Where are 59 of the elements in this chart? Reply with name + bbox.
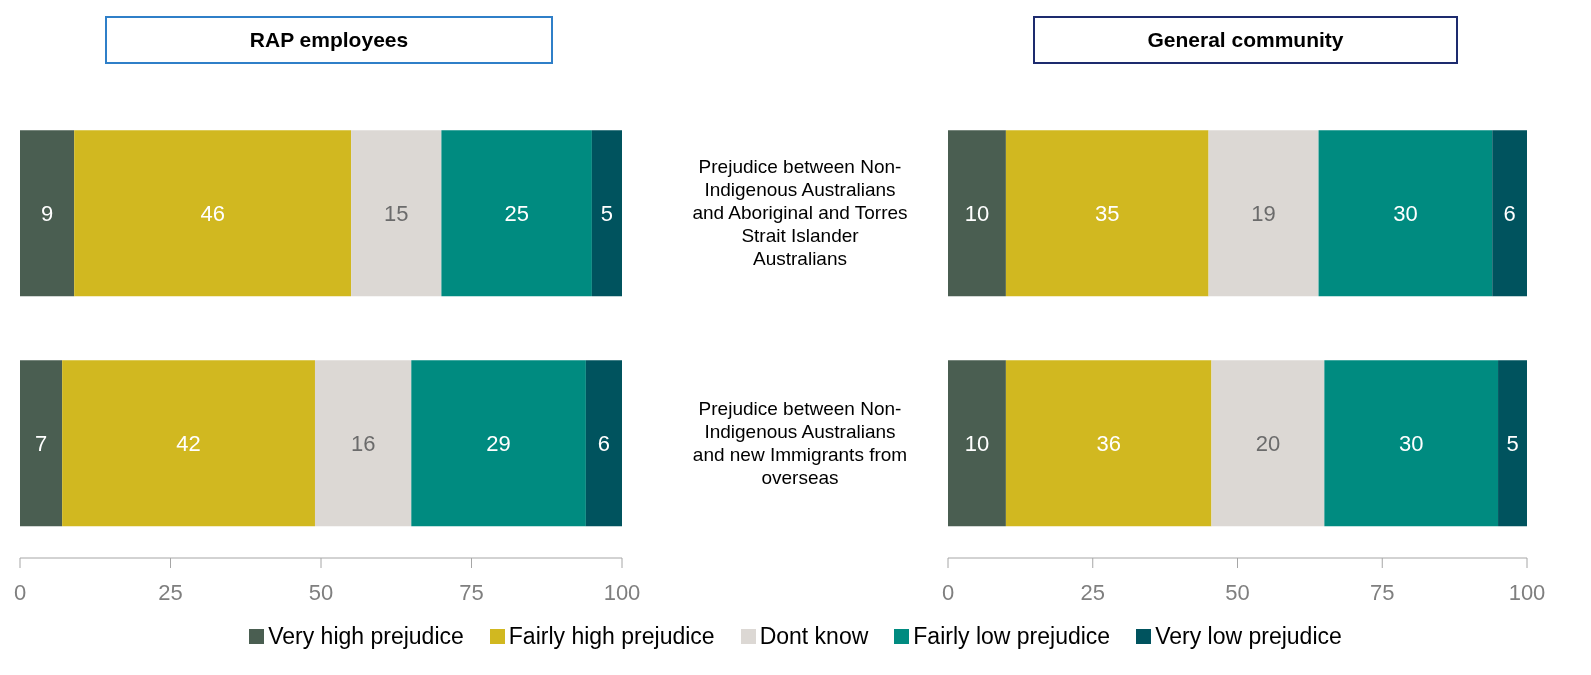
data-label: 19 <box>1251 201 1276 227</box>
x-tick-label: 25 <box>158 579 183 605</box>
x-tick-label: 100 <box>1508 579 1546 605</box>
x-tick-label: 0 <box>941 579 955 605</box>
data-label: 15 <box>384 201 409 227</box>
legend-label: Very low prejudice <box>1154 623 1342 650</box>
chart-title: General community <box>1033 16 1458 64</box>
legend-label: Fairly high prejudice <box>507 623 715 650</box>
data-label: 46 <box>200 201 225 227</box>
data-label: 6 <box>597 431 611 457</box>
bar <box>411 360 586 527</box>
bar <box>591 130 622 297</box>
data-label: 25 <box>504 201 529 227</box>
data-label: 42 <box>176 431 201 457</box>
data-label: 30 <box>1398 431 1424 457</box>
bar <box>351 130 442 297</box>
x-tick-label: 75 <box>1370 579 1395 605</box>
bar <box>20 360 63 527</box>
legend-label: Dont know <box>758 623 869 650</box>
chart-title: RAP employees <box>105 16 553 64</box>
data-label: 5 <box>600 201 614 227</box>
bar <box>585 360 622 527</box>
data-label: 5 <box>1506 431 1519 457</box>
x-tick-label: 50 <box>308 579 334 605</box>
bar <box>1005 130 1209 297</box>
bar <box>1005 360 1212 527</box>
x-tick-label: 75 <box>459 579 484 605</box>
x-tick-label: 100 <box>603 579 641 605</box>
bar <box>948 360 1006 527</box>
data-label: 7 <box>34 431 48 457</box>
legend-label: Very high prejudice <box>267 623 464 650</box>
data-label: 35 <box>1094 201 1120 227</box>
bar <box>314 360 412 527</box>
bar <box>1318 130 1493 297</box>
bar <box>62 360 315 527</box>
x-tick-label: 50 <box>1225 579 1250 605</box>
y-tick-label: Prejudice between Non-Indigenous Australians and Aboriginal and Torres Strait Islander Australians <box>692 156 908 269</box>
data-label: 36 <box>1096 431 1121 457</box>
data-label: 10 <box>964 431 990 457</box>
y-tick-label: Prejudice between Non-Indigenous Australians and new Immigrants from overseas <box>692 397 908 488</box>
data-label: 20 <box>1255 431 1281 457</box>
legend-label: Fairly low prejudice <box>912 623 1111 650</box>
data-label: 30 <box>1393 201 1418 227</box>
data-label: 10 <box>964 201 990 227</box>
data-label: 6 <box>1503 201 1516 227</box>
bar <box>441 130 592 297</box>
bar <box>20 130 75 297</box>
bar <box>1211 360 1325 527</box>
bar <box>1324 360 1499 527</box>
data-label: 9 <box>40 201 54 227</box>
data-label: 29 <box>486 431 511 457</box>
x-tick-label: 0 <box>13 579 27 605</box>
x-tick-label: 25 <box>1080 579 1105 605</box>
bar <box>1208 130 1319 297</box>
bar <box>1498 360 1527 527</box>
data-label: 16 <box>350 431 376 457</box>
bar <box>74 130 352 297</box>
bar <box>1492 130 1527 297</box>
bar <box>948 130 1006 297</box>
